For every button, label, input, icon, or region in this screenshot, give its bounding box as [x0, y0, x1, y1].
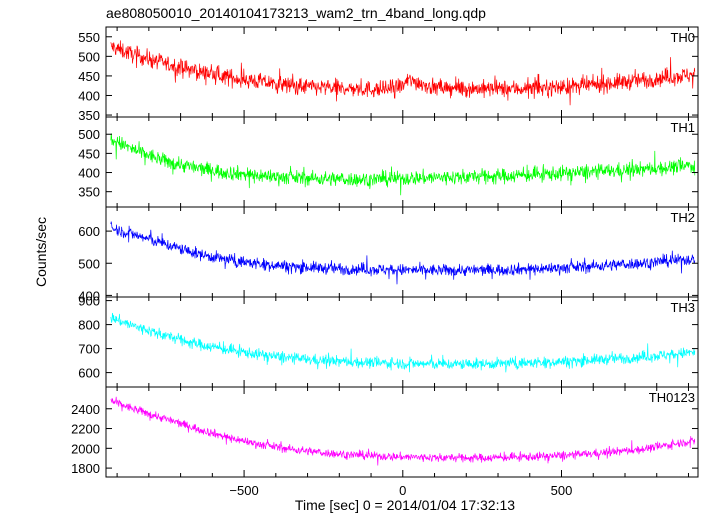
plot-title: ae808050010_20140104173213_wam2_trn_4ban…	[106, 5, 486, 21]
series-line-th0123	[110, 396, 696, 466]
series-line-th1	[110, 133, 696, 196]
y-tick-label: 450	[78, 69, 100, 84]
panel-label-th0123: TH0123	[649, 390, 695, 405]
y-tick-label: 350	[78, 185, 100, 200]
series-line-th2	[110, 221, 696, 285]
panels-group: 350 400 450 500 550 TH0 350 400 450 500 TH1 400 500 6…	[71, 26, 699, 478]
y-tick-label: 450	[78, 146, 100, 161]
y-tick-label: 2400	[71, 402, 100, 417]
x-axis-label: Time [sec] 0 = 2014/01/04 17:32:13	[295, 497, 515, 513]
y-tick-label: 800	[78, 318, 100, 333]
panel-th2: 400 500 600 TH2	[78, 206, 699, 303]
series-line-th0	[110, 40, 696, 106]
y-tick-label: 400	[78, 166, 100, 181]
panel-label-th1: TH1	[670, 120, 695, 135]
panel-th3: 600 700 800 900 TH3	[78, 294, 699, 388]
x-tick-label: 500	[551, 483, 573, 498]
y-tick-label: 500	[78, 256, 100, 271]
y-tick-label: 900	[78, 294, 100, 309]
panel-frame	[105, 386, 699, 478]
y-tick-label: 400	[78, 88, 100, 103]
y-tick-label: 1800	[71, 461, 100, 476]
y-tick-label: 400	[78, 288, 100, 303]
y-tick-label: 500	[78, 49, 100, 64]
panel-th0123: 1800 2000 2200 2400 TH0123	[71, 386, 699, 478]
y-tick-label: 2000	[71, 441, 100, 456]
x-tick-labels: −500 0 500	[229, 483, 572, 498]
panel-th1: 350 400 450 500 TH1	[78, 116, 699, 208]
panel-label-th2: TH2	[670, 210, 695, 225]
y-axis-label: Counts/sec	[33, 217, 49, 287]
panel-frame	[105, 116, 699, 208]
x-tick-label: −500	[229, 483, 258, 498]
y-tick-label: 350	[78, 108, 100, 123]
y-tick-label: 2200	[71, 422, 100, 437]
y-tick-label: 550	[78, 30, 100, 45]
panel-label-th3: TH3	[670, 300, 695, 315]
y-tick-label: 500	[78, 127, 100, 142]
x-tick-label: 0	[399, 483, 406, 498]
y-tick-label: 600	[78, 366, 100, 381]
panel-label-th0: TH0	[670, 30, 695, 45]
series-line-th3	[110, 312, 696, 373]
panel-th0: 350 400 450 500 550 TH0	[78, 26, 699, 123]
y-tick-label: 700	[78, 342, 100, 357]
y-tick-label: 600	[78, 224, 100, 239]
